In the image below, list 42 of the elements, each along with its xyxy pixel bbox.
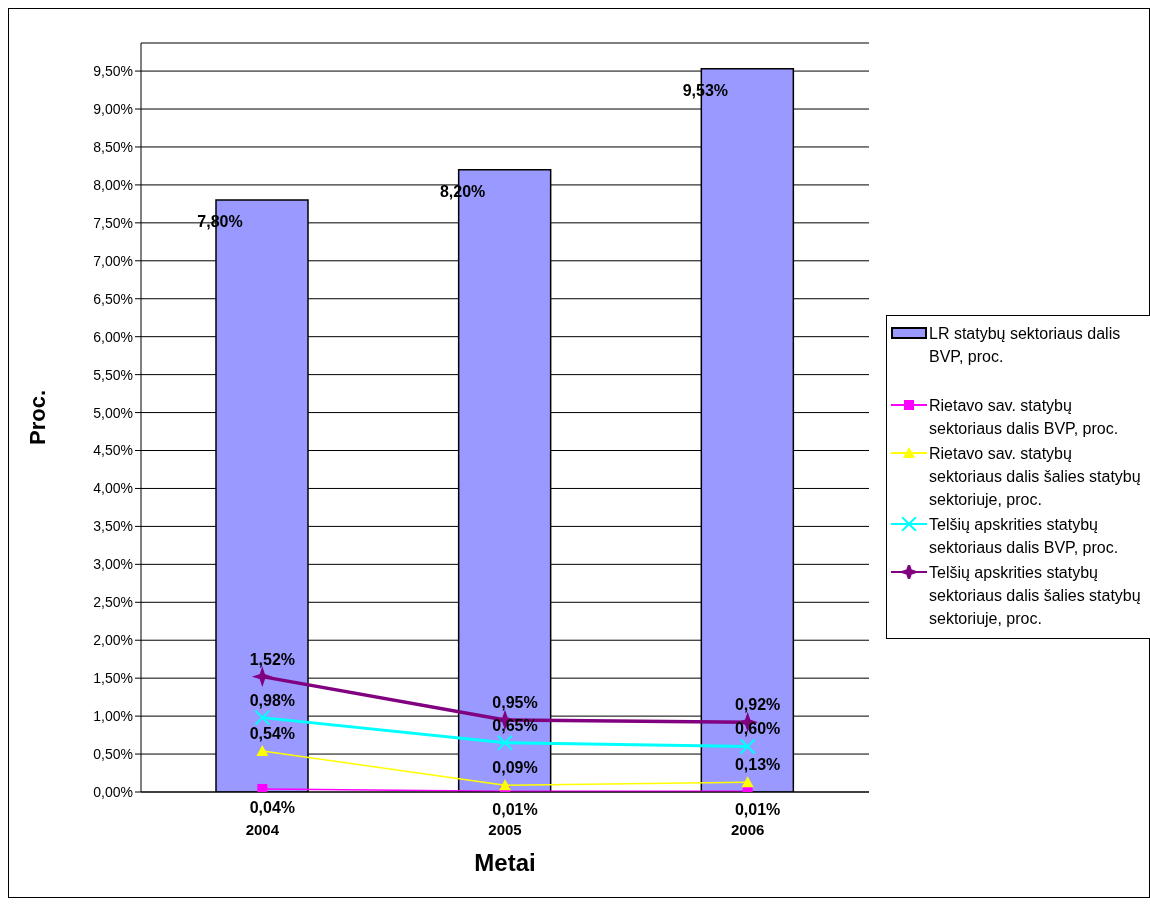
data-label: 0,13%: [734, 756, 781, 774]
y-tick-label: 9,50%: [93, 63, 133, 80]
y-tick-label: 5,50%: [93, 366, 133, 383]
data-label: 0,01%: [734, 801, 781, 819]
y-tick-label: 3,50%: [93, 518, 133, 535]
data-label: 0,60%: [734, 720, 781, 738]
y-tick-label: 4,50%: [93, 442, 133, 459]
y-tick-label: 5,00%: [93, 404, 133, 421]
y-tick-label: 8,50%: [93, 138, 133, 155]
y-tick-label: 6,50%: [93, 290, 133, 307]
data-label: 0,54%: [249, 725, 296, 743]
legend-label: Rietavo sav. statybų sektoriaus dalis šalies statybų sektoriuje, proc.: [929, 444, 1142, 510]
data-label: 0,95%: [492, 693, 538, 711]
data-label: 0,98%: [249, 691, 296, 709]
y-tick-label: 7,50%: [93, 214, 133, 231]
y-tick-label: 2,00%: [93, 632, 133, 649]
x-axis-title: Metai: [474, 849, 536, 876]
x-tick-label: 2005: [488, 820, 522, 838]
y-tick-label: 8,00%: [93, 176, 133, 193]
y-tick-label: 3,00%: [93, 556, 133, 573]
x-tick-label: 2006: [730, 820, 765, 838]
y-tick-label: 6,00%: [93, 328, 133, 345]
legend-label: Rietavo sav. statybų sektoriaus dalis BVP, proc.: [929, 396, 1120, 439]
y-tick-label: 4,00%: [93, 480, 133, 497]
data-label: 0,65%: [492, 716, 538, 734]
data-label: 0,01%: [492, 801, 538, 819]
y-tick-label: 1,00%: [93, 708, 133, 725]
data-label: 0,09%: [492, 759, 538, 777]
y-axis-title: Proc.: [24, 389, 50, 446]
x-tick-label: 2004: [245, 820, 280, 838]
y-tick-label: 0,50%: [93, 746, 133, 763]
y-tick-label: 7,00%: [93, 252, 133, 269]
y-tick-label: 1,50%: [93, 670, 133, 687]
legend-label: LR statybų sektoriaus dalis BVP, proc.: [929, 324, 1122, 367]
y-tick-label: 2,50%: [93, 594, 133, 611]
data-label: 1,52%: [249, 650, 296, 668]
data-label: 0,04%: [249, 798, 296, 816]
y-tick-label: 9,00%: [93, 100, 133, 117]
legend-label: Telšių apskrities statybų sektoriaus dalis BVP, proc.: [929, 515, 1120, 558]
legend-label: Telšių apskrities statybų sektoriaus dalis šalies statybų sektoriuje, proc.: [929, 563, 1142, 629]
data-label: 0,92%: [734, 696, 781, 714]
y-tick-label: 0,00%: [93, 783, 133, 800]
